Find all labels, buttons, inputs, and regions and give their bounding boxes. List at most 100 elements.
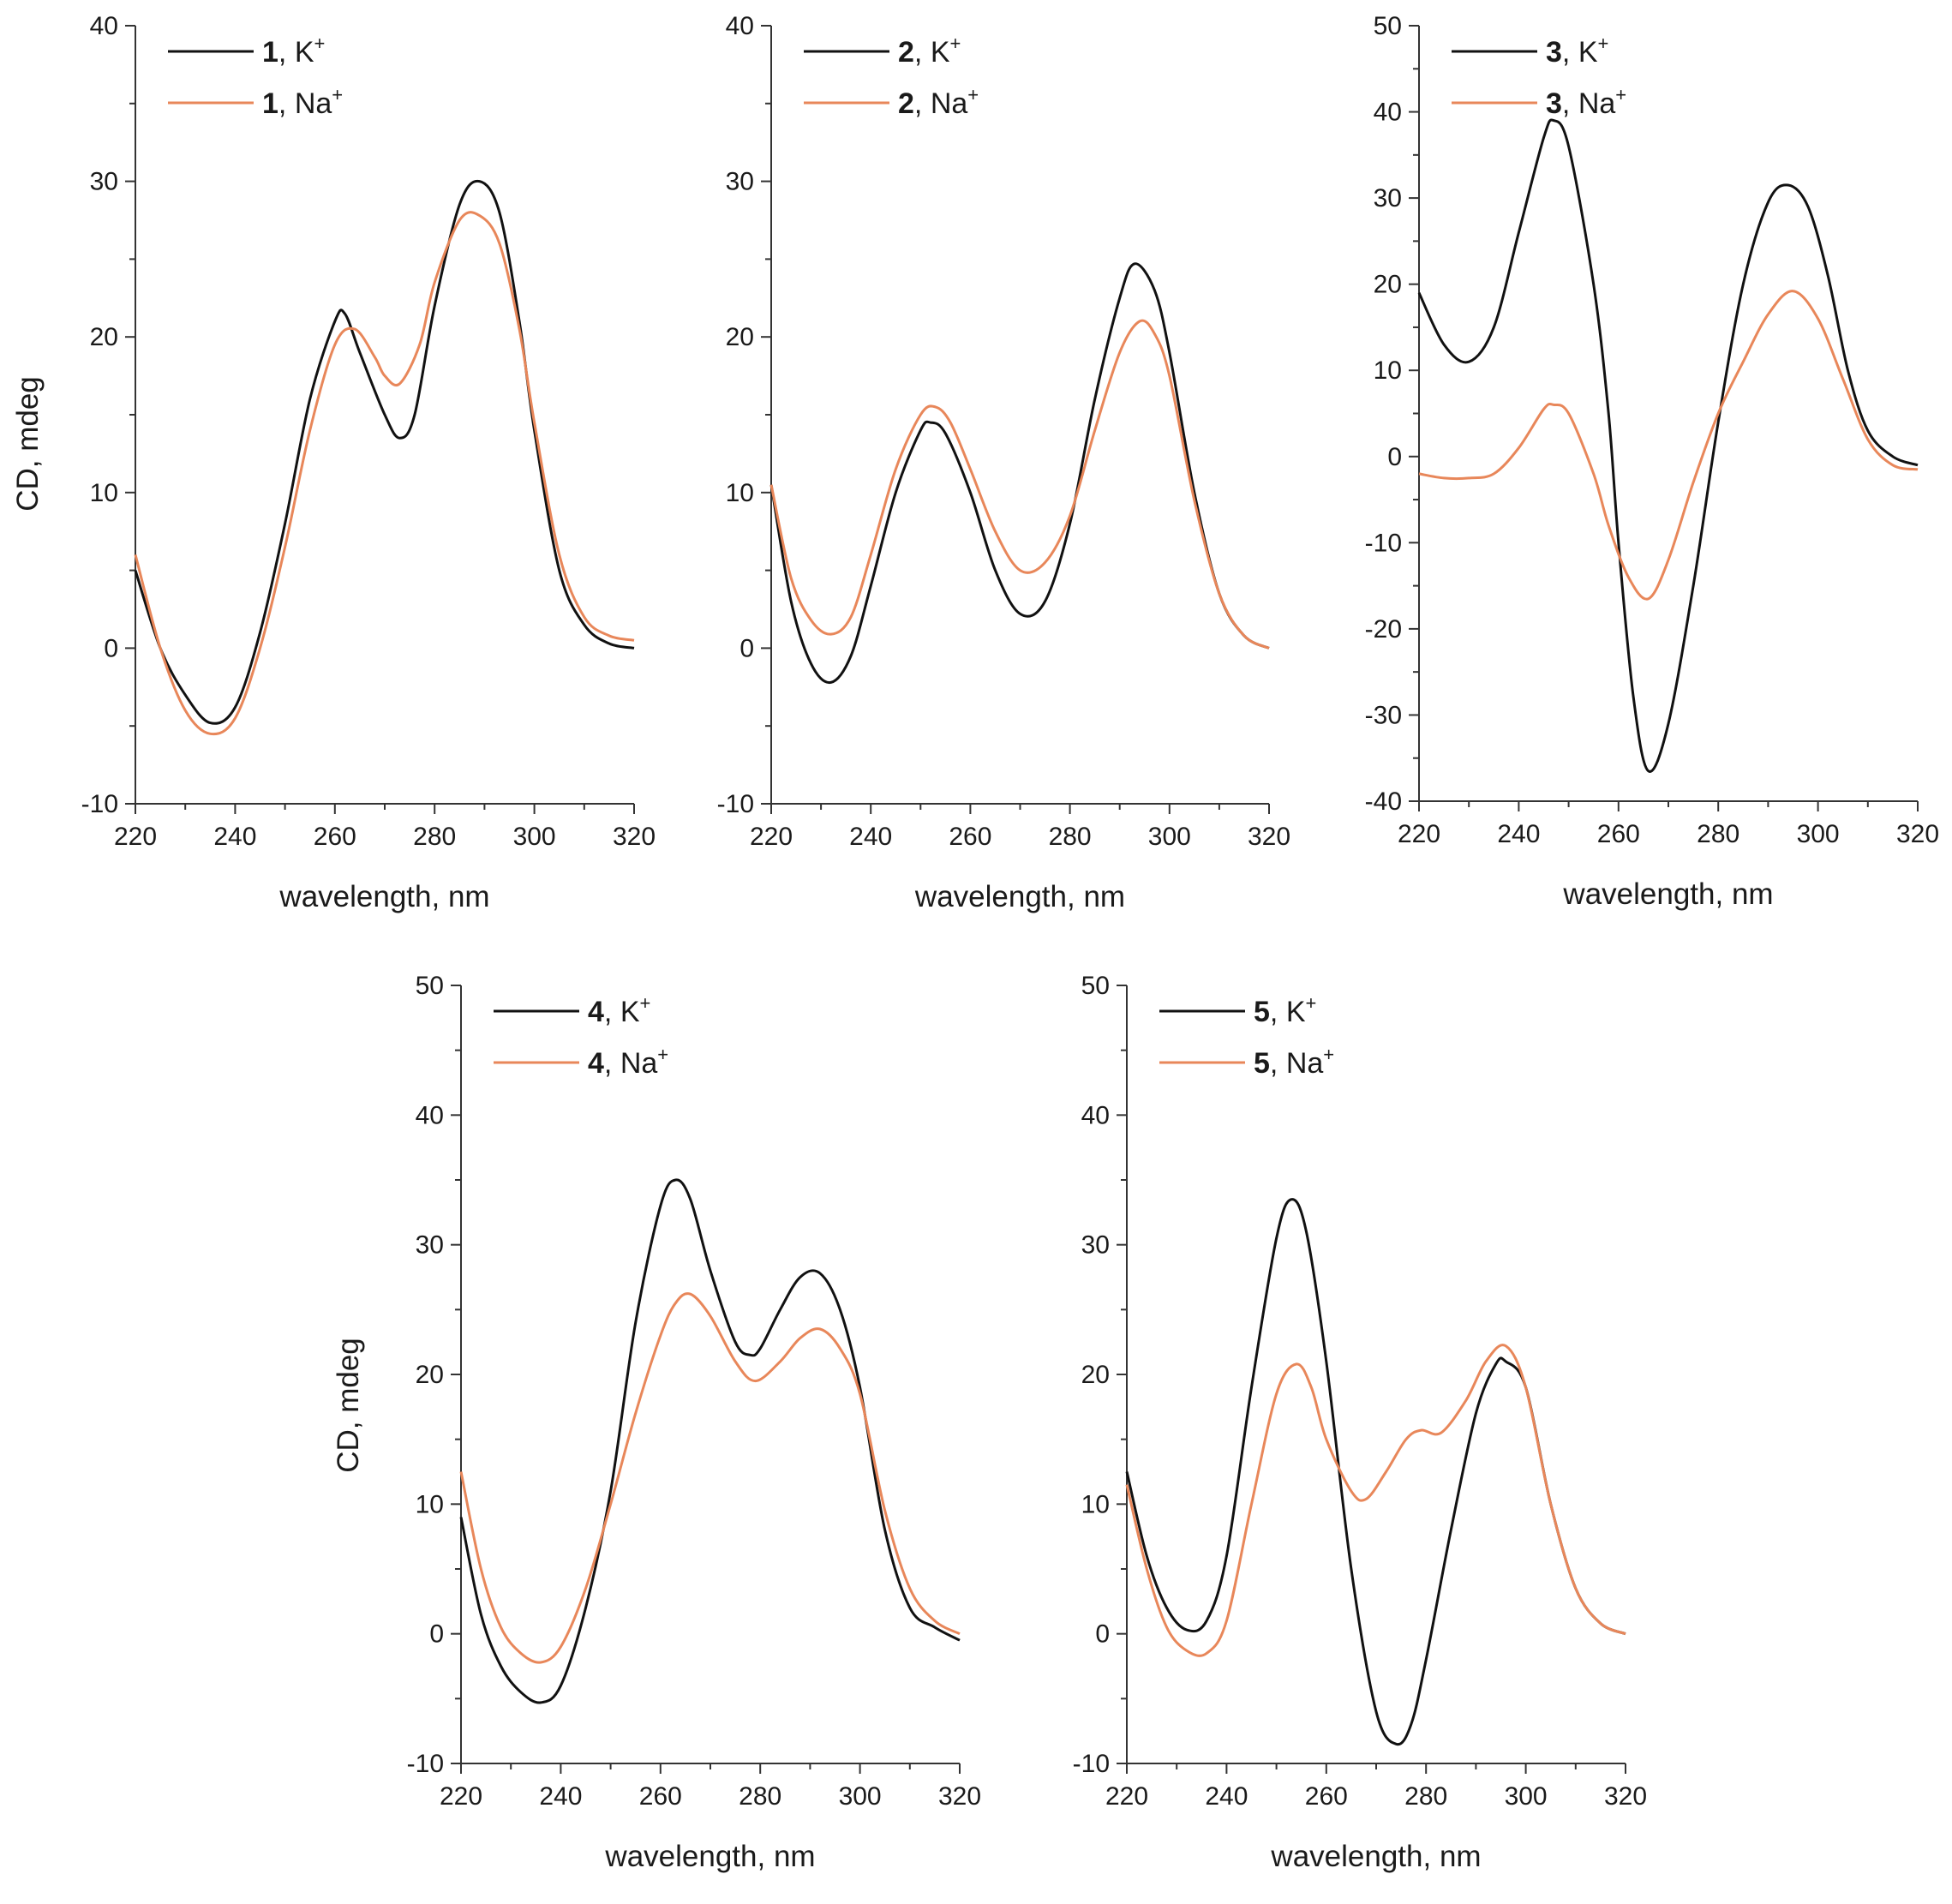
y-tick-label: 0 [739,634,754,662]
y-tick-label: 0 [429,1620,444,1649]
legend-ion: Na [1578,87,1616,120]
chart-panel-5: 220 240 260 280 300 320 -10 0 10 20 30 40 50 waveleng… [1073,972,1647,1873]
x-tick-label: 280 [1049,823,1092,851]
legend-separator: , [1562,36,1578,69]
legend-charge: + [657,1044,668,1065]
legend-separator: , [1270,996,1286,1028]
legend-ion: Na [295,87,332,120]
legend-charge: + [1598,33,1609,54]
x-axis-title: wavelength, nm [604,1840,815,1873]
series-line-5-na [1125,1344,1626,1657]
x-tick-label: 240 [539,1782,582,1811]
legend-compound: 4 [588,996,604,1028]
legend-ion: K [620,996,640,1028]
x-tick-label: 260 [1305,1782,1348,1811]
legend-entry: 2, K+ [898,33,961,69]
x-tick-label: 220 [440,1782,482,1811]
legend-charge: + [332,84,343,105]
y-tick-label: 40 [726,12,754,40]
y-tick-label: 20 [1081,1361,1110,1389]
legend-ion: K [1578,36,1598,69]
x-tick-label: 220 [750,823,793,851]
y-axis-title: CD, mdeg [332,1338,365,1473]
x-tick-label: 260 [314,823,356,851]
legend-separator: , [914,36,931,69]
legend-ion: Na [931,87,968,120]
legend-separator: , [278,87,295,120]
legend-compound: 2 [898,36,914,69]
y-tick-label: 20 [1374,271,1402,299]
legend-compound: 2 [898,87,914,120]
legend-ion: K [1286,996,1306,1028]
x-tick-label: 280 [739,1782,781,1811]
y-tick-label: -30 [1365,701,1402,729]
legend-entry: 2, Na+ [898,84,979,120]
y-tick-label: 20 [416,1361,444,1389]
y-tick-label: 30 [416,1231,444,1260]
legend-separator: , [914,87,931,120]
legend-separator: , [604,1047,620,1080]
legend-entry: 3, K+ [1546,33,1608,69]
y-tick-label: -10 [1365,529,1402,557]
y-tick-label: 30 [1374,184,1402,213]
series-line-2-k [769,262,1270,685]
legend-compound: 3 [1546,87,1562,120]
legend-ion: K [295,36,314,69]
y-tick-label: 10 [726,479,754,507]
legend-ion: Na [620,1047,658,1080]
series-line-1-na [134,211,635,736]
x-tick-label: 240 [1205,1782,1248,1811]
series-line-4-k [459,1178,961,1704]
x-tick-label: 260 [639,1782,682,1811]
legend-entry: 4, Na+ [588,1044,668,1080]
legend-entry: 1, Na+ [262,84,343,120]
y-tick-label: 50 [1081,972,1110,1000]
legend-ion: Na [1286,1047,1324,1080]
y-tick-label: 40 [1081,1101,1110,1129]
legend-compound: 4 [588,1047,604,1080]
series-line-1-k [134,179,635,725]
legend-ion: K [931,36,950,69]
x-axis-title: wavelength, nm [1270,1840,1481,1873]
legend-charge: + [967,84,979,105]
y-tick-label: 30 [726,168,754,196]
legend-entry: 5, K+ [1254,992,1316,1028]
x-tick-label: 260 [949,823,991,851]
y-tick-label: 30 [1081,1231,1110,1260]
x-tick-label: 240 [849,823,892,851]
legend-compound: 3 [1546,36,1562,69]
y-tick-label: -10 [717,790,754,818]
legend-compound: 5 [1254,1047,1270,1080]
x-axis-title: wavelength, nm [914,880,1125,913]
x-tick-label: 300 [1797,820,1840,848]
x-tick-label: 220 [1105,1782,1148,1811]
y-tick-label: 40 [90,12,118,40]
y-tick-label: 0 [1387,443,1402,471]
x-tick-label: 240 [213,823,256,851]
y-tick-label: 0 [104,634,118,662]
x-tick-label: 260 [1597,820,1640,848]
x-tick-label: 320 [1896,820,1939,848]
legend-entry: 4, K+ [588,992,650,1028]
chart-panel-1: 220 240 260 280 300 320 -10 0 10 20 30 40 wavelength… [11,12,656,913]
y-tick-label: -40 [1365,787,1402,816]
x-tick-label: 300 [1505,1782,1548,1811]
legend-entry: 3, Na+ [1546,84,1626,120]
legend-charge: + [314,33,326,54]
chart-panel-2: 220 240 260 280 300 320 -10 0 10 20 30 40 wavelength… [717,12,1290,913]
x-tick-label: 280 [1697,820,1739,848]
y-tick-label: 10 [90,479,118,507]
series-line-2-na [769,319,1270,650]
legend-charge: + [640,992,651,1014]
x-tick-label: 320 [613,823,656,851]
legend-separator: , [278,36,295,69]
y-tick-label: 20 [726,323,754,351]
legend-charge: + [1323,1044,1334,1065]
x-tick-label: 220 [114,823,157,851]
legend-charge: + [950,33,961,54]
legend-compound: 1 [262,36,278,69]
chart-panel-3: 220 240 260 280 300 320 -40 -30 -20 -10 0 10 20 30 40 5… [1365,12,1939,911]
legend-separator: , [604,996,620,1028]
legend-compound: 1 [262,87,278,120]
legend-separator: , [1562,87,1578,120]
